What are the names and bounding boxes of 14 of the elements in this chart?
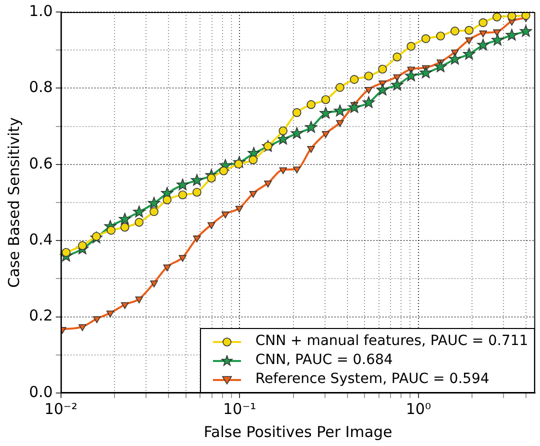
legend-label: Reference System, PAUC = 0.594 [255,370,490,389]
y-tick-label: 0.4 [28,230,53,248]
y-axis-title: Case Based Sensitivity [4,117,23,288]
legend-label: CNN, PAUC = 0.684 [255,351,393,370]
legend-label: CNN + manual features, PAUC = 0.711 [255,332,528,351]
x-tick-label: 10⁻² [44,400,78,418]
x-tick-label: 10⁰ [406,400,431,418]
y-tick-label: 0.0 [28,382,53,401]
y-tick-label: 0.8 [28,78,53,96]
y-tick-label: 0.2 [28,306,53,325]
y-tick-label: 1.0 [28,2,53,20]
x-tick-label: 10⁻¹ [223,400,256,418]
y-tick-label: 0.6 [28,154,53,172]
x-axis-title: False Positives Per Image [204,422,392,441]
